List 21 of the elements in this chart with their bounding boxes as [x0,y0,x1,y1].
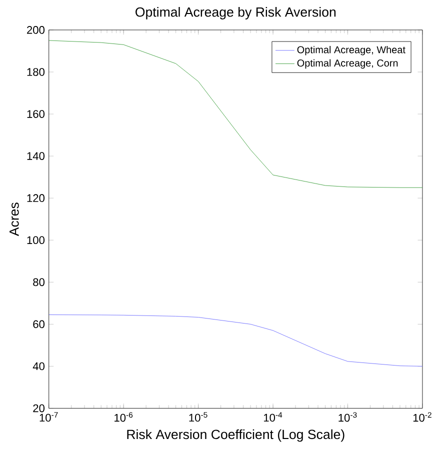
y-tick-label: 100 [27,236,44,244]
legend-label: Optimal Acreage, Corn [297,59,398,69]
x-tick-label: 10$^{-2}$ [413,412,432,422]
y-tick-label: 180 [27,68,44,76]
y-tick-label: 160 [27,110,44,118]
y-tick-label: 140 [27,152,44,160]
x-tick-label: 10$^{-4}$ [264,412,282,422]
y-tick-label: 60 [33,320,44,328]
x-axis-title: Risk Aversion Coefficient (Log Scale) [127,429,344,442]
legend-label: Optimal Acreage, Wheat [297,46,406,56]
y-tick-label: 80 [33,278,44,286]
x-tick-label: 10$^{-7}$ [40,412,58,422]
x-tick-label: 10$^{-5}$ [189,412,208,422]
chart-title: Optimal Acreage by Risk Aversion [135,7,336,20]
y-tick-label: 40 [32,362,44,370]
y-axis-title: Acres [10,202,19,236]
y-tick-label: 120 [27,194,44,202]
y-tick-label: 20 [33,404,44,412]
y-tick-label: 200 [26,26,44,34]
x-tick-label: 10$^{-6}$ [114,412,132,422]
x-tick-label: 10$^{-3}$ [338,412,357,422]
